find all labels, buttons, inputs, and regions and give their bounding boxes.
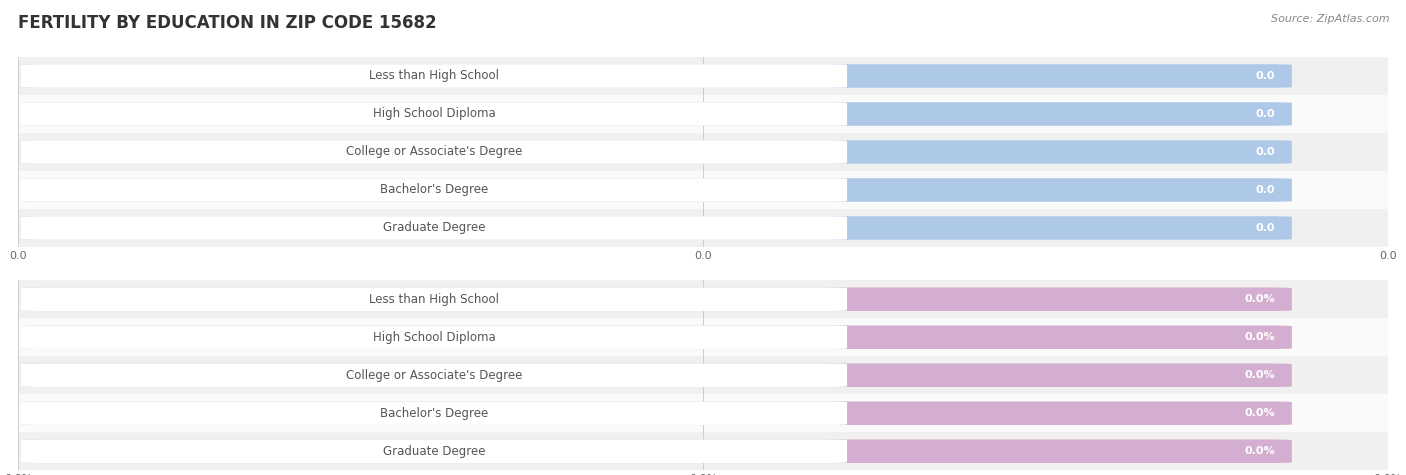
FancyBboxPatch shape	[21, 287, 1292, 311]
Text: High School Diploma: High School Diploma	[373, 331, 495, 344]
Text: 0.0: 0.0	[1256, 223, 1275, 233]
Text: 0.0: 0.0	[1256, 185, 1275, 195]
Bar	[18, 394, 1388, 432]
FancyBboxPatch shape	[21, 102, 846, 126]
FancyBboxPatch shape	[21, 325, 1292, 349]
Bar	[18, 133, 1388, 171]
FancyBboxPatch shape	[21, 363, 1292, 387]
FancyBboxPatch shape	[21, 102, 1292, 126]
Text: Graduate Degree: Graduate Degree	[382, 445, 485, 458]
Text: Source: ZipAtlas.com: Source: ZipAtlas.com	[1271, 14, 1389, 24]
Text: 0.0%: 0.0%	[1244, 408, 1275, 418]
FancyBboxPatch shape	[21, 178, 1292, 202]
Bar	[18, 209, 1388, 247]
Text: 0.0%: 0.0%	[1244, 370, 1275, 380]
FancyBboxPatch shape	[21, 401, 846, 425]
Text: College or Associate's Degree: College or Associate's Degree	[346, 145, 522, 159]
FancyBboxPatch shape	[21, 216, 846, 240]
Text: 0.0: 0.0	[1256, 147, 1275, 157]
Text: 0.0%: 0.0%	[1244, 294, 1275, 304]
FancyBboxPatch shape	[21, 363, 846, 387]
Bar	[18, 318, 1388, 356]
FancyBboxPatch shape	[21, 216, 1292, 240]
Bar	[18, 95, 1388, 133]
FancyBboxPatch shape	[21, 64, 1292, 88]
Bar	[18, 280, 1388, 318]
Bar	[18, 432, 1388, 470]
Text: Graduate Degree: Graduate Degree	[382, 221, 485, 235]
FancyBboxPatch shape	[21, 178, 846, 202]
Text: Less than High School: Less than High School	[368, 293, 499, 306]
FancyBboxPatch shape	[21, 287, 846, 311]
Text: 0.0%: 0.0%	[1244, 332, 1275, 342]
Text: College or Associate's Degree: College or Associate's Degree	[346, 369, 522, 382]
Text: Bachelor's Degree: Bachelor's Degree	[380, 407, 488, 420]
FancyBboxPatch shape	[21, 439, 1292, 463]
Bar	[18, 356, 1388, 394]
FancyBboxPatch shape	[21, 64, 846, 88]
FancyBboxPatch shape	[21, 439, 846, 463]
Text: 0.0: 0.0	[1256, 109, 1275, 119]
Text: Less than High School: Less than High School	[368, 69, 499, 83]
Text: FERTILITY BY EDUCATION IN ZIP CODE 15682: FERTILITY BY EDUCATION IN ZIP CODE 15682	[18, 14, 437, 32]
Bar	[18, 57, 1388, 95]
Text: 0.0: 0.0	[1256, 71, 1275, 81]
Text: 0.0%: 0.0%	[1244, 446, 1275, 456]
Text: Bachelor's Degree: Bachelor's Degree	[380, 183, 488, 197]
FancyBboxPatch shape	[21, 140, 846, 164]
Bar	[18, 171, 1388, 209]
Text: High School Diploma: High School Diploma	[373, 107, 495, 121]
FancyBboxPatch shape	[21, 325, 846, 349]
FancyBboxPatch shape	[21, 140, 1292, 164]
FancyBboxPatch shape	[21, 401, 1292, 425]
